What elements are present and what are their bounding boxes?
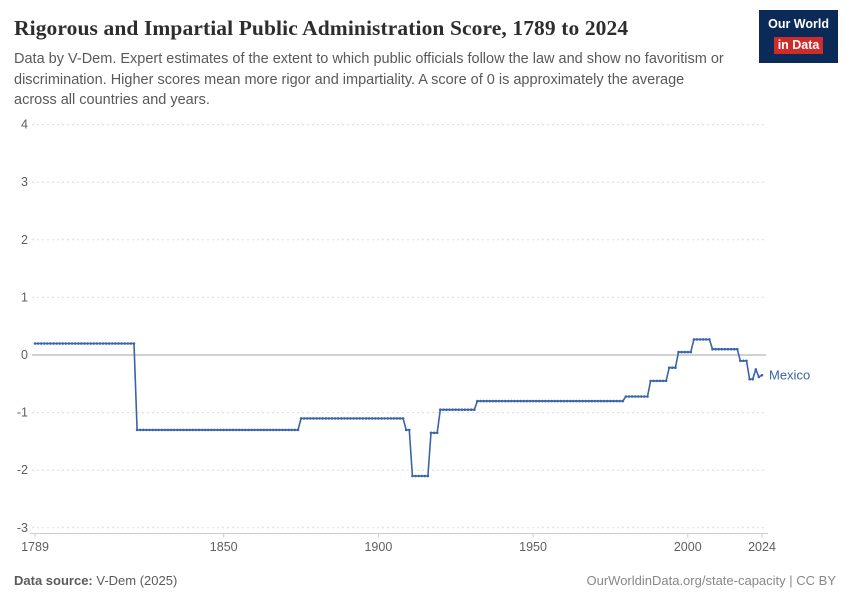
chart-title: Rigorous and Impartial Public Administra… — [14, 16, 629, 40]
chart-svg: -3 -2 -1 0 1 2 3 4 1789 1850 1900 1950 2000 2024 Mexic… — [17, 118, 810, 554]
chart-subtitle: Data by V-Dem. Expert estimates of the e… — [14, 51, 724, 109]
header: Rigorous and Impartial Public Administra… — [0, 0, 850, 111]
svg-text:-2: -2 — [17, 463, 28, 477]
svg-text:-3: -3 — [17, 521, 28, 535]
svg-text:-1: -1 — [17, 406, 28, 420]
data-source: Data source: V-Dem (2025) — [14, 573, 177, 588]
footer: Data source: V-Dem (2025) OurWorldinData… — [14, 573, 836, 588]
svg-text:1789: 1789 — [21, 540, 49, 554]
svg-text:2: 2 — [21, 233, 28, 247]
svg-text:0: 0 — [21, 348, 28, 362]
logo-line-2: in Data — [773, 36, 824, 54]
svg-text:2000: 2000 — [674, 540, 702, 554]
svg-text:4: 4 — [21, 118, 28, 132]
data-source-label: Data source: — [14, 573, 93, 588]
svg-text:1900: 1900 — [364, 540, 392, 554]
svg-text:3: 3 — [21, 175, 28, 189]
footer-credit-link[interactable]: OurWorldinData.org/state-capacity | CC B… — [586, 573, 836, 588]
svg-text:1950: 1950 — [519, 540, 547, 554]
svg-text:Mexico: Mexico — [769, 368, 810, 383]
svg-text:1850: 1850 — [210, 540, 238, 554]
svg-text:1: 1 — [21, 290, 28, 304]
data-source-value: V-Dem (2025) — [92, 573, 178, 588]
owid-logo[interactable]: Our World in Data — [759, 10, 838, 63]
logo-line-1: Our World — [768, 17, 829, 31]
svg-text:2024: 2024 — [748, 540, 776, 554]
